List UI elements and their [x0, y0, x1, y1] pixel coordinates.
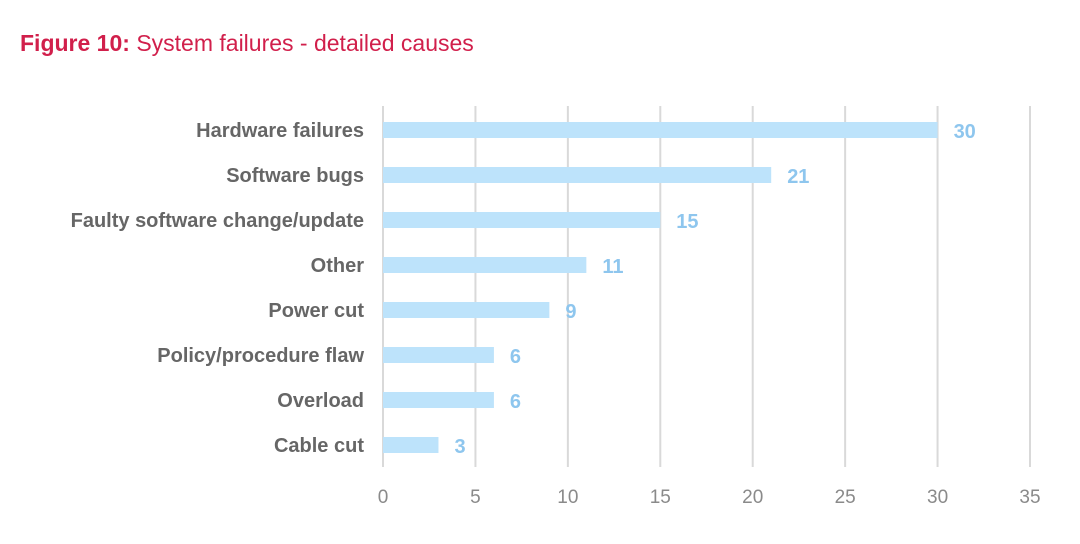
category-labels: Hardware failures Software bugs Faulty sof… [71, 120, 365, 457]
value-label: 11 [602, 256, 623, 278]
category-label: Power cut [268, 300, 364, 322]
x-tick-label: 35 [1019, 487, 1040, 508]
bar [383, 347, 494, 363]
bars [383, 122, 938, 453]
value-label: 21 [787, 166, 809, 188]
value-label: 6 [510, 391, 521, 413]
value-label: 6 [510, 346, 521, 368]
x-tick-label: 25 [835, 487, 856, 508]
category-label: Overload [277, 390, 364, 412]
category-label: Faulty software change/update [71, 210, 364, 232]
x-tick-label: 20 [742, 487, 763, 508]
category-label: Hardware failures [196, 120, 364, 142]
gridlines [382, 106, 1031, 467]
x-tick-label: 0 [378, 487, 389, 508]
bar [383, 122, 938, 138]
bar [383, 437, 439, 453]
figure-caption: System failures - detailed causes [136, 30, 474, 56]
x-axis-ticks: 0 5 10 15 20 25 30 35 [378, 487, 1041, 508]
bar [383, 212, 661, 228]
x-tick-label: 30 [927, 487, 948, 508]
value-labels: 30 21 15 11 9 6 6 3 [454, 121, 975, 458]
bar [383, 257, 587, 273]
category-label: Software bugs [226, 165, 364, 187]
x-tick-label: 15 [650, 487, 671, 508]
figure-number: Figure 10: [20, 30, 130, 56]
value-label: 3 [454, 436, 465, 458]
chart-title: Figure 10: System failures - detailed ca… [20, 30, 474, 57]
category-label: Cable cut [274, 435, 364, 457]
bar [383, 167, 772, 183]
category-label: Policy/procedure flaw [157, 345, 364, 367]
category-label: Other [311, 255, 365, 277]
x-tick-label: 5 [470, 487, 481, 508]
bar [383, 392, 494, 408]
x-tick-label: 10 [557, 487, 578, 508]
value-label: 9 [565, 301, 576, 323]
value-label: 15 [676, 211, 698, 233]
value-label: 30 [954, 121, 976, 143]
bar [383, 302, 550, 318]
